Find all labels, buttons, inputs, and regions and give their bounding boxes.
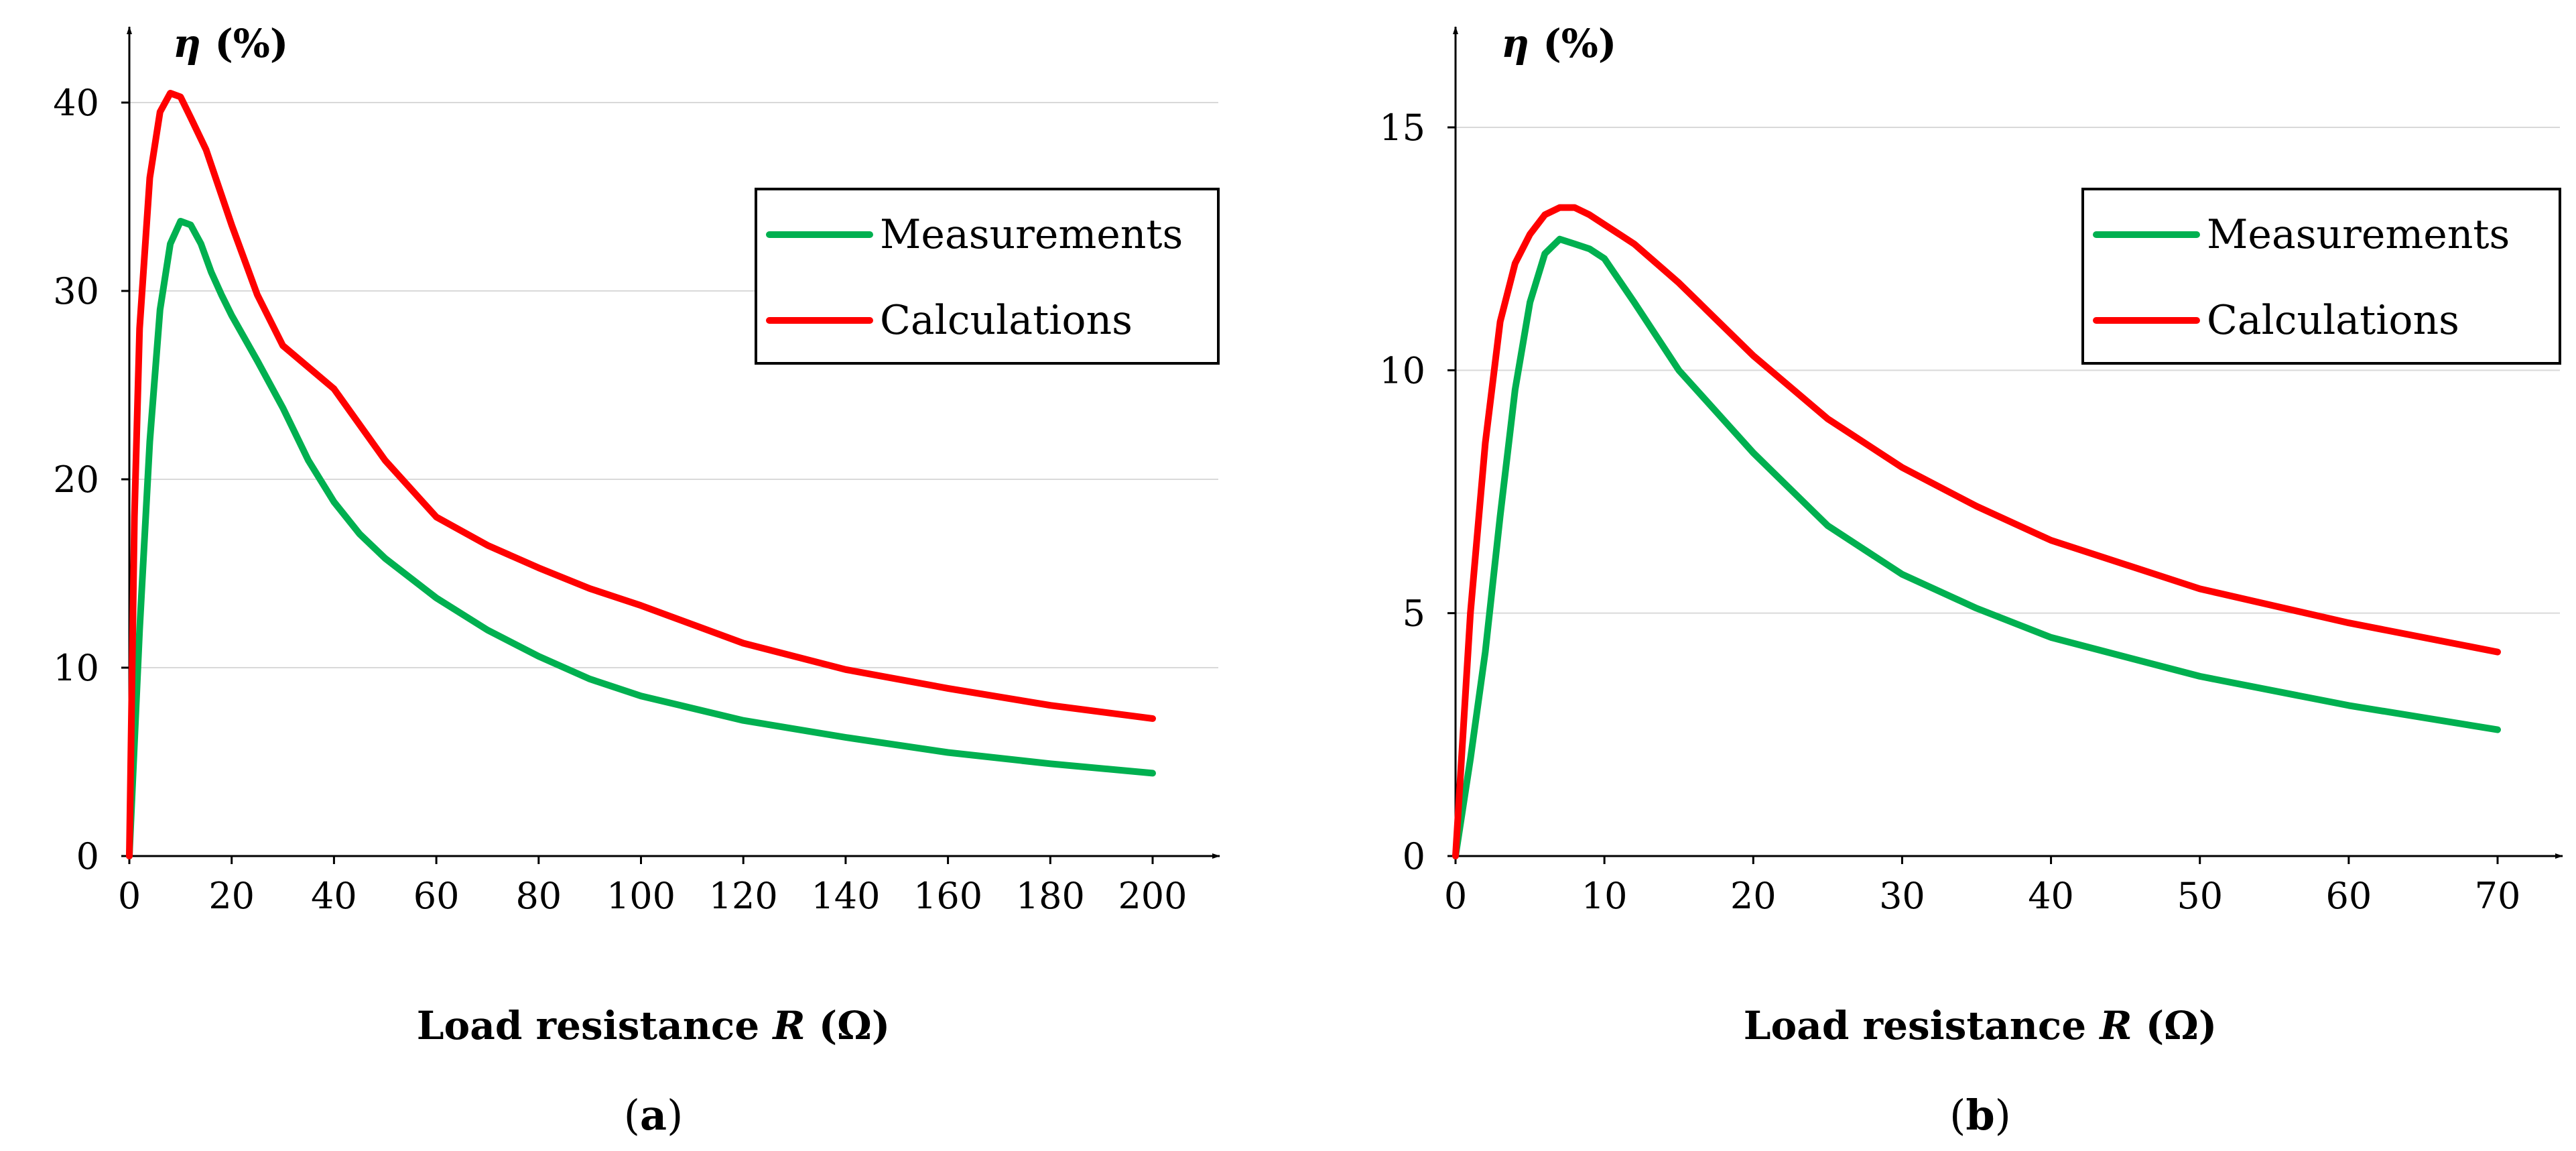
x-tick-label: 120: [709, 875, 778, 917]
x-tick-label: 200: [1118, 875, 1187, 917]
y-tick-label: 5: [1403, 593, 1425, 635]
panel-label-open: (: [624, 1091, 640, 1140]
x-tick-label: 30: [1879, 875, 1925, 917]
x-axis-unit: (Ω): [806, 1003, 891, 1048]
x-tick-label: 80: [515, 875, 562, 917]
legend-label: Calculations: [880, 297, 1133, 344]
legend-label: Measurements: [2207, 211, 2510, 258]
y-tick-label: 40: [53, 82, 99, 124]
x-tick-label: 0: [118, 875, 141, 917]
series-line-measurements: [126, 218, 1156, 859]
x-tick-label: 0: [1444, 875, 1467, 917]
x-tick-label: 10: [1582, 875, 1628, 917]
x-axis-title: Load resistance R (Ω): [1744, 1003, 2217, 1048]
x-axis-var: R: [2098, 1003, 2132, 1048]
x-tick-label: 60: [413, 875, 460, 917]
y-axis-unit: (%): [201, 21, 288, 66]
legend-label: Calculations: [2207, 297, 2459, 344]
chart-panel-a: 0 20 40 60 80 100 120 140 160 180 200 0 10 20 30 40 Meas…: [53, 21, 1220, 1140]
y-tick-label: 20: [53, 459, 99, 501]
y-axis-title: η (%): [1501, 21, 1616, 66]
x-tick-label: 60: [2325, 875, 2372, 917]
legend: Measurements Calculations: [755, 188, 1220, 365]
y-axis-title: η (%): [173, 21, 288, 66]
y-axis-unit: (%): [1529, 21, 1616, 66]
panel-label-close: ): [1995, 1091, 2011, 1140]
y-tick-label: 10: [53, 647, 99, 689]
x-tick-label: 40: [311, 875, 357, 917]
x-axis-title: Load resistance R (Ω): [417, 1003, 890, 1048]
legend: Measurements Calculations: [2081, 188, 2561, 365]
x-tick-label: 160: [913, 875, 982, 917]
y-axis-var: η: [1501, 21, 1529, 66]
y-tick-label: 0: [1403, 835, 1425, 877]
x-tick-label: 70: [2475, 875, 2521, 917]
panel-label-close: ): [667, 1091, 683, 1140]
y-tick-label: 0: [76, 835, 99, 877]
x-axis-var: R: [771, 1003, 805, 1048]
x-axis-unit: (Ω): [2132, 1003, 2217, 1048]
y-tick-label: 15: [1379, 107, 1425, 149]
y-tick-label: 10: [1379, 349, 1425, 391]
series-line-calculations: [126, 90, 1156, 859]
x-tick-label: 180: [1016, 875, 1085, 917]
panel-label-letter: b: [1966, 1091, 1994, 1140]
legend-label: Measurements: [880, 211, 1183, 258]
x-axis-title-prefix: Load resistance: [1744, 1003, 2100, 1048]
x-tick-label: 20: [1730, 875, 1777, 917]
x-tick-label: 20: [208, 875, 255, 917]
panel-label: (a): [624, 1091, 684, 1140]
x-tick-label: 100: [606, 875, 675, 917]
legend-box: [2081, 188, 2561, 365]
x-tick-label: 40: [2028, 875, 2074, 917]
panel-label-letter: a: [640, 1091, 667, 1140]
panel-label-open: (: [1949, 1091, 1966, 1140]
x-axis-title-prefix: Load resistance: [417, 1003, 773, 1048]
y-tick-label: 30: [53, 270, 99, 312]
x-tick-label: 50: [2177, 875, 2223, 917]
series-line-measurements: [1452, 235, 2501, 859]
x-tick-label: 140: [811, 875, 880, 917]
chart-panel-b: 0 10 20 30 40 50 60 70 0 5 10 15 Measurements Calcula…: [1379, 21, 2563, 1140]
panel-label: (b): [1949, 1091, 2011, 1140]
y-axis-var: η: [173, 21, 201, 66]
series-line-calculations: [1452, 204, 2501, 859]
legend-box: [755, 188, 1220, 365]
